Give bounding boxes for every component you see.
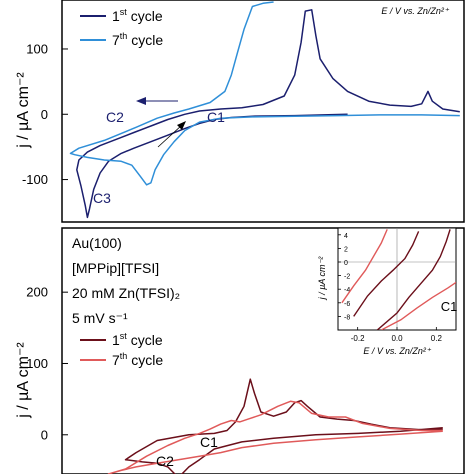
- inset-y-tick-label: -8: [344, 314, 350, 321]
- legend-label-1st-cycle-top: 1st cycle: [112, 7, 163, 24]
- inset-y-tick-label: 4: [344, 233, 348, 240]
- inset-x-tick-label: 0.2: [431, 334, 443, 343]
- bottom-legend: 1st cycle 7th cycle: [80, 331, 163, 368]
- inset-x-axis-label: E / V vs. Zn/Zn²⁺: [363, 346, 432, 356]
- bottom-y-axis-label: j / µA cm⁻²: [15, 342, 32, 419]
- inset-y-tick-label: 2: [344, 246, 348, 253]
- bottom-y-tick-label: 0: [41, 427, 48, 442]
- condition-electrode: Au(100): [72, 235, 122, 251]
- bottom-y-tick-label: 200: [26, 285, 48, 300]
- condition-concentration: 20 mM Zn(TFSI)₂: [72, 285, 180, 301]
- top-y-tick-label: 0: [41, 107, 48, 122]
- annotation-c1-bottom: C1: [200, 434, 218, 450]
- annotation-c1-inset: C1: [441, 299, 458, 314]
- inset-y-tick-label: -2: [344, 274, 350, 281]
- top-y-axis-label: j / µA cm⁻²: [15, 72, 32, 149]
- annotation-c3-top: C3: [93, 190, 111, 206]
- inset-y-axis-label: j / µA cm⁻²: [317, 256, 327, 301]
- inset-plot: 420-2-4-6-8-0.2 0.0 0.2 j / µA cm⁻² E / V …: [317, 228, 457, 356]
- inset-y-tick-label: -6: [344, 301, 350, 308]
- legend-label-1st-cycle-bottom: 1st cycle: [112, 331, 163, 348]
- inset-x-tick-label: -0.2: [351, 334, 365, 343]
- top-legend: 1st cycle 7th cycle: [80, 7, 163, 48]
- inset-y-tick-label: 0: [344, 260, 348, 267]
- condition-electrolyte: [MPPip][TFSI]: [72, 260, 159, 276]
- top-inset-x-label-fragment: E / V vs. Zn/Zn²⁺: [381, 6, 450, 16]
- top-y-tick-label: -100: [22, 172, 48, 187]
- inset-x-tick-label: 0.0: [391, 334, 403, 343]
- annotation-c2-top: C2: [106, 109, 124, 125]
- top-y-tick-label: 100: [26, 42, 48, 57]
- annotation-c2-bottom: C2: [156, 453, 174, 469]
- legend-label-7th-cycle-bottom: 7th cycle: [112, 351, 163, 368]
- legend-label-7th-cycle-top: 7th cycle: [112, 31, 163, 48]
- scan-direction-arrow-left: [136, 97, 178, 105]
- top-series-2-line: [71, 2, 460, 185]
- condition-scan-rate: 5 mV s⁻¹: [72, 310, 128, 326]
- annotation-c1-top: C1: [207, 109, 225, 125]
